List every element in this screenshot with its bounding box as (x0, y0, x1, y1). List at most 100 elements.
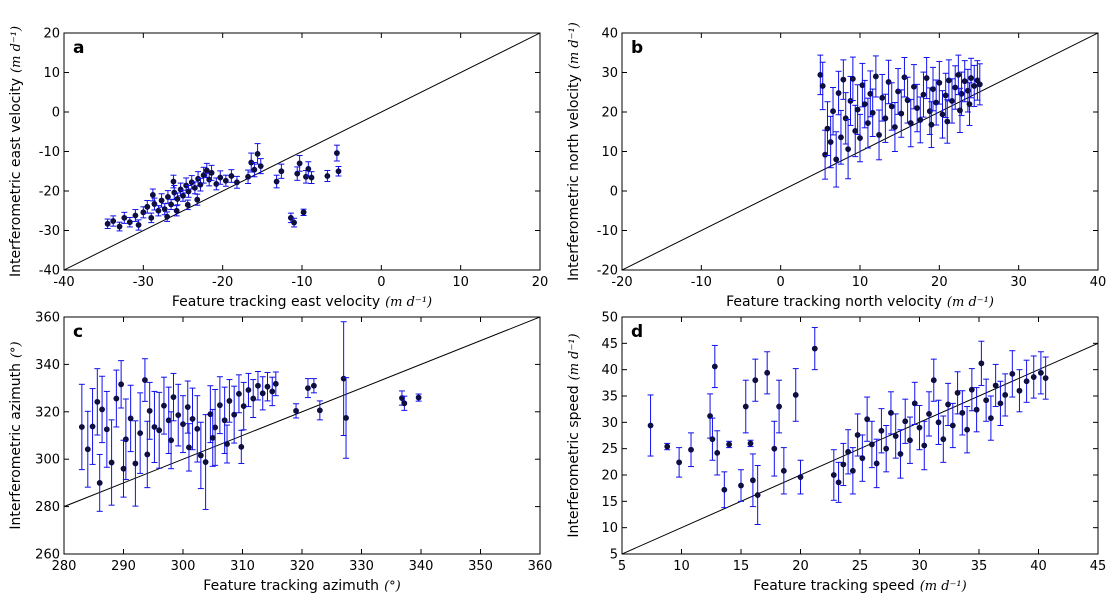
data-point (1037, 351, 1044, 395)
x-tick-label: -40 (53, 275, 74, 290)
data-point (135, 219, 142, 231)
x-tick-label: 45 (1090, 559, 1107, 574)
marker (144, 451, 151, 458)
marker (335, 168, 342, 175)
marker (127, 415, 134, 422)
data-point (992, 363, 999, 408)
data-point (116, 221, 123, 232)
data-point (1023, 359, 1030, 403)
marker (224, 441, 230, 447)
marker (110, 218, 117, 224)
data-point (104, 218, 111, 230)
y-tick-label: 10 (43, 66, 60, 81)
marker (882, 115, 889, 122)
data-point (721, 471, 728, 509)
data-point (310, 378, 317, 394)
data-point (854, 413, 861, 457)
data-point (185, 423, 192, 472)
x-tick-label: 40 (1030, 559, 1047, 574)
data-point (714, 430, 721, 476)
data-point (126, 216, 133, 228)
data-point (987, 395, 994, 441)
data-point (1002, 373, 1009, 417)
data-point (885, 59, 892, 105)
data-point (213, 177, 220, 191)
plot-area (64, 317, 540, 512)
data-point (883, 424, 890, 473)
data-point (212, 389, 219, 466)
data-point (184, 380, 191, 434)
data-point (194, 193, 201, 206)
data-point (189, 387, 196, 451)
marker (149, 192, 156, 198)
y-axis-label: Interferometric east velocity (m d⁻¹) (8, 26, 24, 277)
marker (296, 160, 303, 167)
marker (752, 377, 759, 384)
data-point (121, 211, 128, 224)
marker (664, 443, 671, 450)
marker (308, 174, 315, 181)
x-tick-label: -10 (691, 275, 712, 290)
panel-letter: b (631, 38, 643, 58)
marker (185, 188, 192, 195)
data-point (711, 344, 718, 389)
marker (415, 394, 422, 401)
marker (135, 222, 142, 228)
marker (170, 394, 177, 401)
data-point (976, 63, 983, 106)
data-point (833, 131, 840, 188)
marker (245, 173, 251, 180)
data-point (259, 376, 266, 411)
marker (764, 369, 771, 376)
data-point (110, 215, 117, 227)
y-tick-label: -10 (597, 224, 618, 239)
x-axis-label-text: Feature tracking azimuth (203, 578, 379, 594)
marker (272, 380, 279, 387)
data-point (923, 56, 930, 100)
marker (340, 375, 347, 382)
data-point (151, 390, 158, 464)
marker (156, 427, 163, 434)
data-point (917, 96, 924, 144)
marker (945, 401, 951, 408)
marker (983, 397, 990, 404)
data-point (254, 371, 261, 401)
data-point (151, 197, 158, 211)
marker (857, 135, 863, 141)
marker (842, 115, 849, 122)
marker (180, 421, 186, 428)
data-point (929, 66, 936, 112)
marker (936, 79, 943, 86)
data-point (859, 434, 866, 482)
y-tick-label: 20 (601, 106, 618, 121)
x-tick-label: -10 (291, 275, 312, 290)
data-point (245, 169, 252, 184)
marker (771, 445, 778, 452)
marker (197, 452, 204, 459)
data-point (935, 399, 942, 445)
marker (780, 467, 787, 474)
marker (305, 385, 311, 391)
marker (879, 94, 886, 101)
x-axis-label-unit: (m d⁻¹) (385, 295, 432, 310)
marker (954, 389, 961, 396)
data-point (202, 414, 209, 510)
data-point (910, 64, 917, 110)
marker (334, 150, 340, 156)
data-point (956, 87, 963, 134)
x-tick-label: 340 (409, 559, 434, 574)
panel-b: -20 -10 0 10 20 30 40 -20 -10 0 10 20 30 40 Feature tr… (566, 22, 1106, 310)
marker (968, 75, 974, 81)
data-point (939, 90, 946, 139)
x-tick-label: 310 (230, 559, 255, 574)
data-point (854, 84, 861, 136)
data-point (222, 174, 229, 187)
marker (168, 437, 174, 444)
marker (966, 101, 973, 107)
data-point (914, 83, 921, 133)
data-point (930, 358, 937, 402)
data-point (300, 208, 307, 216)
marker (184, 201, 191, 208)
data-point (764, 351, 771, 395)
marker (872, 73, 879, 80)
